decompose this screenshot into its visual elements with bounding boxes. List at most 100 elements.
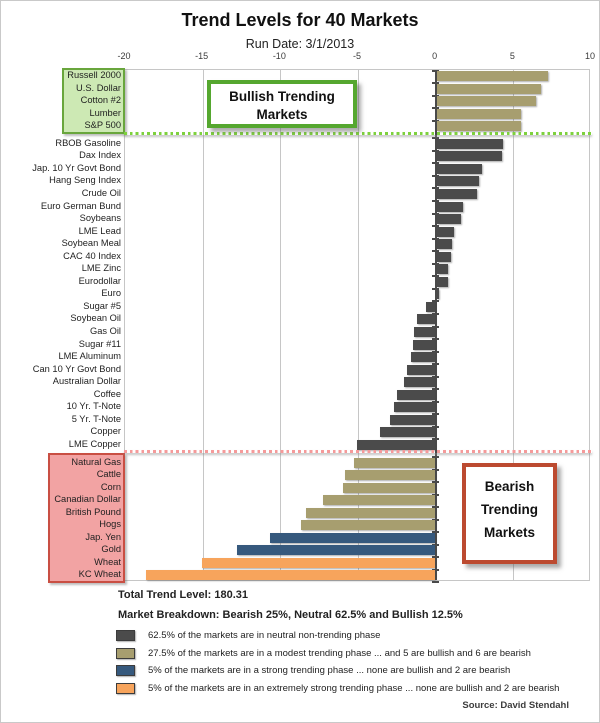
strong-color-swatch [116, 665, 135, 677]
trend-bar [436, 83, 541, 94]
axis-tick [432, 543, 440, 546]
bearish-trending-callout: Bearish Trending Markets [462, 463, 557, 564]
trend-bar [407, 364, 435, 375]
axis-tick [432, 556, 440, 559]
axis-tick [432, 69, 440, 72]
axis-tick [432, 287, 440, 290]
extreme-color-swatch [116, 682, 135, 694]
trend-bar [322, 495, 435, 506]
legend-label: 5% of the markets are in a strong trendi… [148, 665, 511, 677]
axis-tick [432, 425, 440, 428]
trend-bar [394, 402, 435, 413]
market-label: RBOB Gasoline [55, 137, 121, 148]
axis-tick [432, 506, 440, 509]
axis-tick [432, 375, 440, 378]
x-axis-tick-label: -15 [195, 51, 209, 61]
axis-tick [432, 568, 440, 571]
market-label: LME Aluminum [58, 351, 121, 362]
axis-tick [432, 468, 440, 471]
market-label: Dax Index [79, 150, 121, 161]
market-label: Soybean Meal [61, 238, 121, 249]
trend-bar [237, 545, 435, 556]
axis-tick [432, 493, 440, 496]
axis-tick [432, 149, 440, 152]
axis-tick [432, 262, 440, 265]
axis-tick [432, 107, 440, 110]
market-label: Hang Seng Index [49, 175, 121, 186]
axis-tick [432, 325, 440, 328]
market-label: U.S. Dollar [76, 82, 121, 93]
legend-item-strong: 5% of the markets are in a strong trendi… [116, 662, 559, 680]
trend-bar [145, 570, 435, 581]
trend-bar [412, 339, 435, 350]
source-credit: Source: David Stendahl [462, 700, 569, 711]
axis-tick [432, 237, 440, 240]
market-label: Sugar #5 [83, 300, 121, 311]
trend-bar [390, 414, 435, 425]
x-axis-tick-label: 10 [584, 51, 595, 61]
gridline [513, 70, 515, 580]
trend-bar [414, 327, 435, 337]
axis-tick [432, 275, 440, 278]
axis-tick [432, 250, 440, 253]
market-label: Crude Oil [81, 187, 121, 198]
trend-bar [436, 163, 482, 174]
neutral-color-swatch [116, 630, 135, 642]
legend-item-extreme: 5% of the markets are in an extremely st… [116, 680, 559, 698]
trend-bar [436, 276, 448, 287]
axis-tick [432, 413, 440, 416]
trend-bar [305, 507, 435, 518]
market-label: Coffee [93, 388, 121, 399]
trend-bar [436, 176, 480, 187]
axis-tick [432, 225, 440, 228]
market-label: Corn [100, 481, 121, 492]
market-label: Lumber [89, 107, 121, 118]
axis-tick [432, 82, 440, 85]
axis-tick [432, 119, 440, 122]
trend-bar [397, 389, 435, 400]
axis-tick [432, 338, 440, 341]
market-label: Gas Oil [90, 326, 121, 336]
trend-bar [357, 439, 435, 450]
trend-bar [301, 520, 435, 531]
axis-tick [432, 200, 440, 202]
axis-tick [432, 300, 440, 303]
page-title: Trend Levels for 40 Markets [181, 10, 419, 30]
trend-bar [436, 121, 521, 132]
market-label: LME Zinc [81, 263, 121, 274]
trend-bar [403, 377, 435, 388]
trend-bar [436, 151, 502, 162]
bearish-separator-dotted-line [124, 450, 592, 453]
trend-bar [436, 264, 449, 275]
gridline [202, 70, 204, 580]
trend-bar [436, 289, 439, 300]
trend-bar [380, 427, 435, 438]
market-label: LME Copper [68, 438, 121, 449]
legend: 62.5% of the markets are in neutral non-… [116, 627, 559, 697]
axis-tick [432, 94, 440, 97]
run-date: Run Date: 3/1/2013 [245, 37, 355, 51]
x-axis-tick-label: -20 [117, 51, 131, 61]
market-label: Soybeans [79, 213, 121, 224]
x-axis-tick-label: -5 [352, 51, 361, 61]
zero-axis-line [434, 70, 437, 580]
axis-tick [432, 388, 440, 391]
trend-bar [270, 532, 435, 543]
trend-bar [436, 201, 464, 212]
axis-tick [432, 363, 440, 366]
axis-tick [432, 581, 440, 584]
market-label: Australian Dollar [52, 376, 121, 387]
market-label: Canadian Dollar [54, 494, 121, 505]
market-label: Natural Gas [71, 456, 121, 467]
x-axis-tick-label: 5 [509, 51, 515, 61]
bullish-labels-highlight-box [62, 68, 125, 134]
market-label: Euro German Bund [40, 200, 121, 211]
gridline [280, 70, 282, 580]
axis-tick [432, 531, 440, 534]
trend-bar [436, 226, 454, 237]
market-label: CAC 40 Index [63, 250, 121, 261]
market-label: Gold [101, 544, 121, 555]
market-label: Euro [101, 288, 121, 299]
market-label: Soybean Oil [70, 313, 121, 324]
